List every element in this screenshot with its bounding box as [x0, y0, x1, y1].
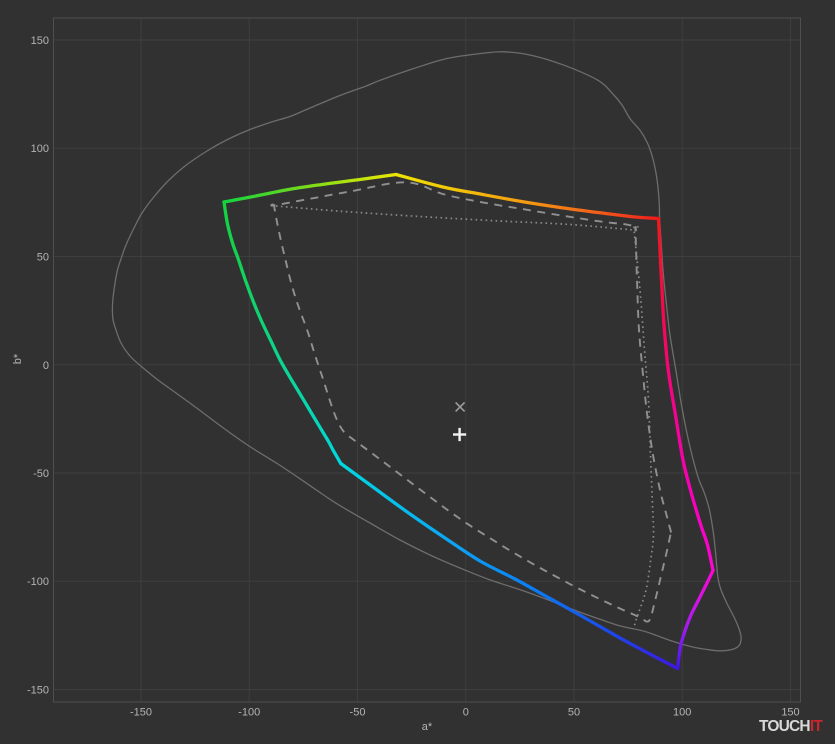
svg-text:-50: -50: [350, 707, 366, 719]
svg-text:100: 100: [673, 707, 691, 719]
svg-text:-100: -100: [27, 576, 49, 588]
svg-text:b*: b*: [12, 353, 24, 364]
svg-text:-100: -100: [238, 707, 260, 719]
svg-text:100: 100: [31, 143, 49, 155]
svg-text:50: 50: [37, 252, 49, 264]
svg-text:TOUCHIT: TOUCHIT: [759, 718, 823, 735]
svg-text:a*: a*: [422, 721, 433, 733]
svg-text:150: 150: [31, 35, 49, 47]
svg-text:0: 0: [43, 360, 49, 372]
svg-text:0: 0: [463, 707, 469, 719]
svg-text:150: 150: [781, 707, 799, 719]
svg-text:50: 50: [568, 707, 580, 719]
svg-text:-50: -50: [33, 468, 49, 480]
svg-text:-150: -150: [130, 707, 152, 719]
svg-text:-150: -150: [27, 685, 49, 697]
